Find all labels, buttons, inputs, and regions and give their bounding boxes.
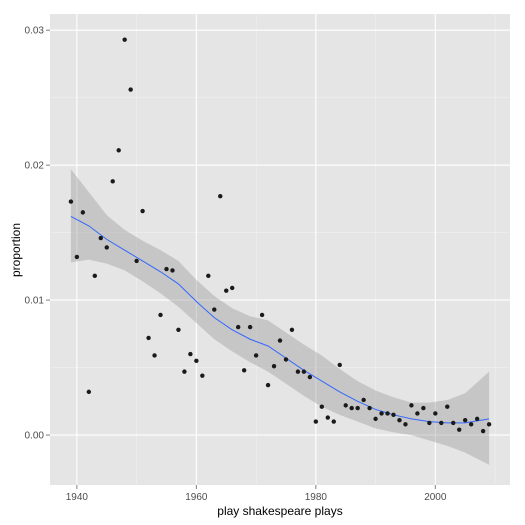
data-point [241,368,247,373]
data-point [391,412,396,418]
x-tick-label: 1960 [185,492,208,503]
data-point [110,179,115,184]
data-point [134,258,139,264]
data-point [86,389,92,395]
data-point [170,268,175,273]
data-point [80,210,86,215]
data-point [397,418,402,423]
x-ticks: 1940 1960 1980 2000 [66,485,447,503]
data-point [337,362,342,368]
data-point [486,422,492,427]
data-point [259,312,265,318]
data-point [415,411,420,416]
data-point [158,312,163,318]
data-point [253,353,259,358]
data-point [74,254,80,260]
data-point [140,208,145,214]
data-point [235,324,241,330]
data-point [116,148,121,153]
confidence-band [70,169,490,465]
data-point [152,353,157,358]
data-point [361,397,366,403]
data-point [427,420,432,426]
data-point [128,87,133,92]
data-point [385,411,390,416]
data-point [421,405,426,411]
data-point [433,411,438,416]
plot-background [50,14,510,485]
y-ticks: 0.00 0.01 0.02 0.03 [25,26,50,442]
data-point [325,415,330,420]
data-point [319,404,325,409]
data-point [188,351,193,357]
data-point [265,382,271,388]
data-point [247,324,253,330]
data-point [462,418,468,423]
data-point [277,338,283,343]
x-axis-title: play shakespeare plays [217,504,342,518]
major-grid [50,14,510,485]
x-tick-label: 1980 [305,492,328,503]
data-point [104,245,109,250]
data-point [182,369,187,374]
data-point [367,405,372,411]
minor-grid [50,14,510,485]
data-point [218,193,223,199]
y-axis-title: proportion [9,223,23,277]
data-point [379,411,384,416]
data-point [409,403,414,408]
data-point [474,416,480,422]
data-point [295,369,301,374]
data-point [146,335,151,341]
data-point [206,273,211,279]
data-point [271,364,277,369]
data-point [451,420,456,426]
data-point [200,373,205,378]
data-point [68,199,74,204]
data-point [283,357,289,362]
data-point [230,285,235,291]
data-point [480,428,486,434]
data-point [349,405,354,411]
data-point [468,422,474,427]
data-point [373,416,378,422]
x-tick-label: 2000 [424,492,447,503]
data-point [355,405,360,411]
data-point [176,327,181,332]
data-point [164,266,169,272]
data-point [313,419,319,424]
trend-line [70,215,490,424]
y-tick-label: 0.00 [25,431,45,442]
y-tick-label: 0.02 [25,161,45,172]
x-tick-label: 1940 [66,492,89,503]
data-point [98,235,103,241]
data-point [343,403,348,408]
y-tick-label: 0.03 [25,26,45,37]
data-point [194,358,199,364]
data-point [331,419,336,424]
data-point [307,374,313,380]
data-point [122,37,127,42]
data-point [92,273,98,279]
data-point [212,307,217,312]
data-point [439,420,444,426]
data-point [301,369,307,374]
data-point [403,422,408,427]
data-point [445,404,450,409]
data-point [224,288,229,293]
data-point [289,327,295,332]
data-point [457,427,462,432]
y-tick-label: 0.01 [25,296,45,307]
data-points [68,37,492,434]
